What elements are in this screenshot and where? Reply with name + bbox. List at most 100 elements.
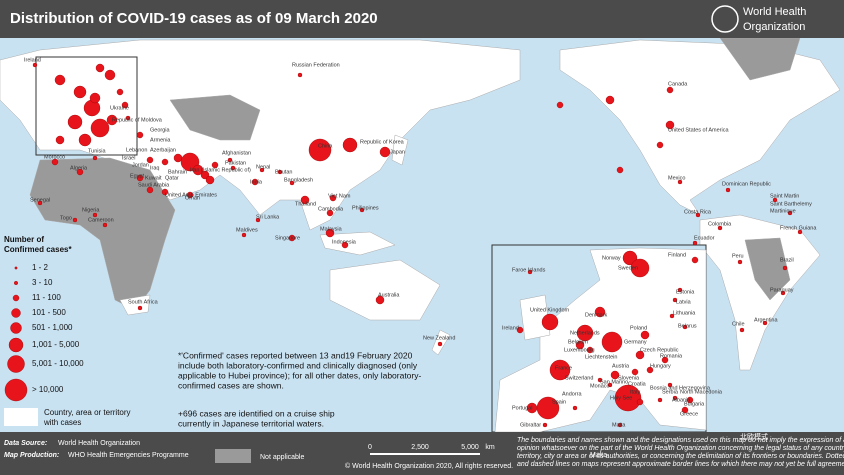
case-marker: [575, 340, 585, 350]
country-label: Romania: [660, 353, 683, 359]
country-label: Iraq: [150, 165, 159, 171]
country-label: Croatia: [628, 381, 647, 387]
legend-marker: [10, 322, 22, 334]
case-marker: [656, 141, 664, 149]
case-marker: [277, 169, 283, 175]
country-label: Faroe Islands: [512, 267, 546, 273]
country-label: Ukraine: [110, 105, 129, 111]
country-label: Sri Lanka: [256, 214, 280, 220]
country-label: Chile: [732, 321, 745, 327]
country-label: Switzerland: [565, 375, 593, 381]
case-marker: [556, 101, 564, 109]
legend-label: Not applicable: [260, 454, 304, 461]
country-label: Jordan: [132, 162, 149, 168]
case-marker: [92, 155, 98, 161]
europe-box: [35, 56, 138, 156]
note: include both laboratory-confirmed and cl…: [178, 360, 418, 370]
case-marker: [308, 138, 332, 162]
country-label: Monaco: [590, 383, 610, 389]
case-marker: [739, 327, 745, 333]
country-label: Ireland: [24, 57, 41, 63]
case-marker: [136, 174, 144, 182]
country-label: Oman: [185, 195, 200, 201]
case-marker: [297, 72, 303, 78]
country-label: Martinique: [770, 208, 796, 214]
note: currently in Japanese territorial waters…: [178, 418, 324, 428]
na-swatch: [215, 449, 251, 463]
case-marker: [259, 167, 265, 173]
country-label: Estonia: [676, 289, 695, 295]
malta-label: Malta: [590, 452, 607, 459]
country-label: Serbia: [662, 389, 679, 395]
country-label: Gibraltar: [520, 422, 541, 428]
case-marker: [230, 165, 236, 171]
country-label: Egypt: [130, 173, 145, 179]
country-label: Saint Martin: [770, 193, 799, 199]
country-label: Portugal: [512, 405, 533, 411]
country-label: Poland: [630, 325, 647, 331]
legend-marker: [14, 266, 18, 270]
country-label: Israel: [122, 155, 135, 161]
case-marker: [76, 168, 84, 176]
country-label: Algeria: [70, 165, 88, 171]
case-marker: [725, 187, 731, 193]
case-marker: [646, 366, 654, 374]
country-label: Czech Republic: [640, 347, 679, 353]
case-marker: [51, 158, 59, 166]
case-marker: [300, 195, 310, 205]
case-marker: [717, 225, 723, 231]
case-marker: [597, 377, 603, 383]
land: [0, 37, 841, 371]
case-marker: [691, 256, 699, 264]
case-marker: [125, 115, 131, 121]
country-label: Finland: [668, 252, 686, 258]
country-label: Pakistan: [225, 160, 246, 166]
country-label: Colombia: [708, 221, 732, 227]
country-label: Mexico: [668, 175, 685, 181]
country-label: Hungary: [650, 363, 671, 369]
case-marker: [359, 207, 365, 213]
case-marker: [762, 320, 768, 326]
country-label: Dominican Republic: [722, 181, 771, 187]
legend-label: 11 - 100: [32, 293, 61, 302]
footer: Data Source: World Health Organization M…: [4, 432, 844, 470]
legend-title: Confirmed cases*: [4, 245, 72, 254]
case-markers: [32, 62, 803, 428]
scale-label: 0: [368, 444, 372, 451]
case-marker: [667, 382, 673, 388]
case-marker: [666, 86, 674, 94]
country-label: Qatar: [165, 175, 179, 181]
scale-label: 5,000: [461, 444, 479, 451]
country-label: United Arab Emirates: [165, 192, 217, 198]
country-label: Thailand: [295, 201, 316, 207]
case-marker: [205, 175, 215, 185]
case-marker: [536, 396, 560, 420]
country-label: Greece: [680, 411, 698, 417]
watermark: 北欧模式: [740, 432, 768, 441]
case-marker: [137, 305, 143, 311]
country-label: Ireland: [502, 325, 519, 331]
scale-label: km: [485, 444, 495, 451]
legend-marker: [7, 355, 25, 373]
country-label: Afghanistan: [222, 150, 251, 156]
country-label: Lebanon: [126, 147, 147, 153]
case-marker: [616, 166, 624, 174]
country-label: Austria: [612, 363, 630, 369]
note: confirmed cases are shown.: [178, 380, 284, 390]
logo-text: Organization: [743, 21, 805, 33]
logo-text: World Health: [743, 6, 806, 18]
who-logo: [711, 5, 739, 33]
country-label: San Marino: [600, 379, 628, 385]
country-label: United States of America: [668, 127, 729, 133]
case-marker: [677, 179, 683, 185]
country-label: Spain: [552, 399, 566, 405]
country-label: Germany: [624, 339, 647, 345]
case-marker: [55, 135, 65, 145]
case-marker: [686, 396, 694, 404]
country-label: Liechtenstein: [585, 354, 617, 360]
country-label: Nepal: [256, 164, 270, 170]
disclaimer: territory, city or area or of its author…: [517, 453, 844, 460]
country-label: Indonesia: [332, 239, 357, 245]
country-label: Australia: [378, 292, 400, 298]
